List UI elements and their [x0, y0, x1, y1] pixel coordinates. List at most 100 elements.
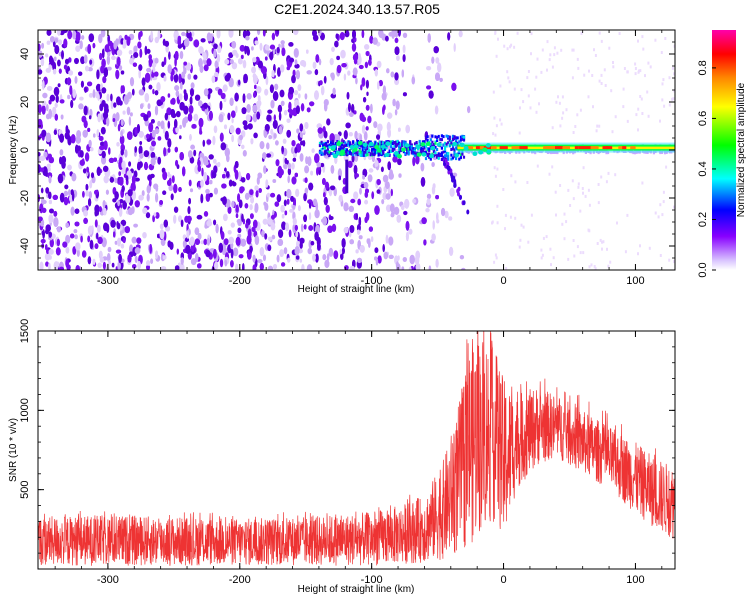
spectrogram-noise-cell — [322, 254, 327, 261]
spectrogram-noise-cell — [420, 162, 425, 172]
spectrogram-faint-cell — [572, 239, 575, 242]
spectrogram-noise-cell — [269, 52, 274, 60]
spectrogram-signal-cell — [341, 141, 344, 145]
spectrogram-noise-cell — [63, 64, 68, 70]
spectrogram-noise-cell — [97, 236, 103, 244]
spectrogram-noise-cell — [390, 71, 395, 78]
spectrogram-noise-cell — [292, 69, 296, 77]
spectrogram-noise-cell — [235, 263, 239, 270]
spectrogram-noise-cell — [62, 241, 68, 248]
spectrogram-faint-cell — [599, 238, 602, 242]
spectrogram-noise-cell — [204, 109, 208, 114]
spectrogram-noise-cell — [408, 228, 413, 235]
spectrogram-noise-cell — [261, 66, 267, 75]
spectrogram-peak-cell — [606, 146, 613, 150]
spectrogram-noise-cell — [74, 76, 78, 84]
spectrogram-noise-cell — [292, 157, 297, 162]
spectrogram-noise-cell — [133, 223, 139, 228]
spectrogram-noise-cell — [382, 244, 386, 253]
spectrogram-noise-cell — [162, 171, 168, 181]
spectrogram-blob — [368, 141, 374, 147]
spectrogram-faint-cell — [530, 32, 533, 36]
spectrogram-signal-cell — [325, 150, 328, 154]
spectrogram-signal-cell — [443, 147, 447, 151]
spectrogram-faint-cell — [573, 254, 576, 258]
spectrogram-noise-cell — [284, 157, 288, 164]
spectrogram-noise-cell — [277, 67, 281, 77]
spectrogram-noise-cell — [292, 205, 296, 210]
spectrogram-noise-cell — [83, 217, 88, 224]
spectrogram-noise-cell — [80, 80, 84, 88]
spectrogram-noise-cell — [230, 222, 235, 228]
spectrogram-signal-cell — [437, 134, 440, 138]
spectrogram-signal-cell — [385, 146, 388, 150]
spectrogram-signal-cell — [428, 147, 431, 151]
spectrogram-noise-cell — [240, 54, 244, 60]
spectrogram-noise-cell — [63, 190, 69, 197]
spectrogram-noise-cell — [39, 155, 46, 161]
spectrogram-noise-cell — [341, 238, 346, 248]
spectrogram-blob — [384, 152, 390, 157]
spectrogram-blob — [472, 151, 478, 156]
spectrogram-noise-cell — [142, 232, 147, 239]
spectrogram-noise-cell — [257, 259, 263, 264]
spectrogram-faint-cell — [556, 51, 559, 55]
spectrogram-noise-cell — [120, 130, 123, 138]
spectrogram-noise-cell — [222, 196, 227, 206]
spectrogram-signal-cell — [398, 141, 401, 145]
spectrogram-signal-cell — [358, 149, 361, 153]
spectrogram-noise-cell — [197, 233, 202, 240]
spectrogram-noise-cell — [219, 132, 224, 142]
spectrogram-noise-cell — [312, 253, 316, 262]
spectrogram-noise-cell — [61, 50, 64, 60]
spectrogram-noise-cell — [266, 192, 271, 198]
spectrogram-faint-cell — [558, 101, 561, 105]
spectrogram-noise-cell — [87, 235, 91, 243]
spectrogram-signal-cell — [320, 151, 323, 155]
spectrogram-noise-cell — [47, 167, 51, 172]
spectrogram-noise-cell — [282, 138, 287, 144]
spectrogram-signal-cell — [448, 138, 451, 142]
spectrogram-noise-cell — [74, 234, 78, 240]
spectrogram-signal-cell — [402, 141, 405, 145]
spectrogram-noise-cell — [123, 94, 129, 105]
spectrogram-noise-cell — [92, 258, 96, 266]
spectrogram-signal-cell — [352, 149, 355, 153]
spectrogram-signal-cell — [420, 147, 423, 151]
spectrogram-noise-cell — [85, 65, 89, 72]
spectrogram-signal-cell — [366, 150, 369, 154]
spectrogram-noise-cell — [402, 54, 406, 63]
spectrogram-noise-cell — [385, 35, 389, 42]
spectrogram-noise-cell — [88, 198, 92, 207]
spectrogram-noise-cell — [128, 161, 132, 167]
spectrogram-noise-cell — [93, 133, 96, 138]
spectrogram-noise-cell — [286, 118, 291, 123]
spectrogram-faint-cell — [610, 89, 613, 93]
spectrogram-noise-cell — [156, 82, 161, 92]
spectrogram-signal-cell — [440, 146, 443, 150]
spectrogram-noise-cell — [359, 187, 362, 195]
spectrogram-noise-cell — [75, 135, 82, 144]
spectrogram-noise-cell — [314, 153, 320, 164]
spectrogram-noise-cell — [222, 84, 228, 92]
spectrogram-noise-cell — [150, 151, 156, 159]
spectrogram-noise-cell — [258, 100, 262, 106]
spectrogram-noise-cell — [187, 113, 193, 122]
spectrogram-signal-cell — [363, 151, 366, 154]
spectrogram-signal-cell — [443, 154, 447, 158]
spectrogram-signal-cell — [415, 141, 418, 144]
spectrogram-noise-cell — [196, 214, 203, 220]
spectrogram-noise-cell — [330, 165, 335, 174]
spectrogram-noise-cell — [277, 238, 284, 246]
spectrogram-blob — [404, 143, 410, 148]
spectrogram-signal-cell — [413, 154, 417, 158]
spectrogram-peak-cell — [555, 146, 563, 150]
spectrogram-faint-cell — [561, 95, 564, 99]
spectrogram-noise-cell — [279, 249, 284, 257]
spectrogram-signal-cell — [325, 144, 328, 148]
spectrogram-signal-cell — [445, 151, 448, 155]
spectrogram-noise-cell — [138, 145, 143, 155]
spectrogram-noise-cell — [358, 235, 363, 240]
spectrogram-noise-cell — [295, 255, 300, 260]
spectrogram-noise-cell — [40, 239, 46, 244]
